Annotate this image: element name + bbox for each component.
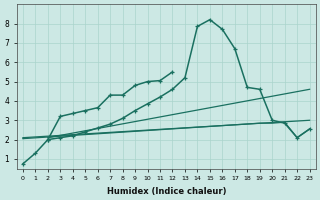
X-axis label: Humidex (Indice chaleur): Humidex (Indice chaleur) (107, 187, 226, 196)
